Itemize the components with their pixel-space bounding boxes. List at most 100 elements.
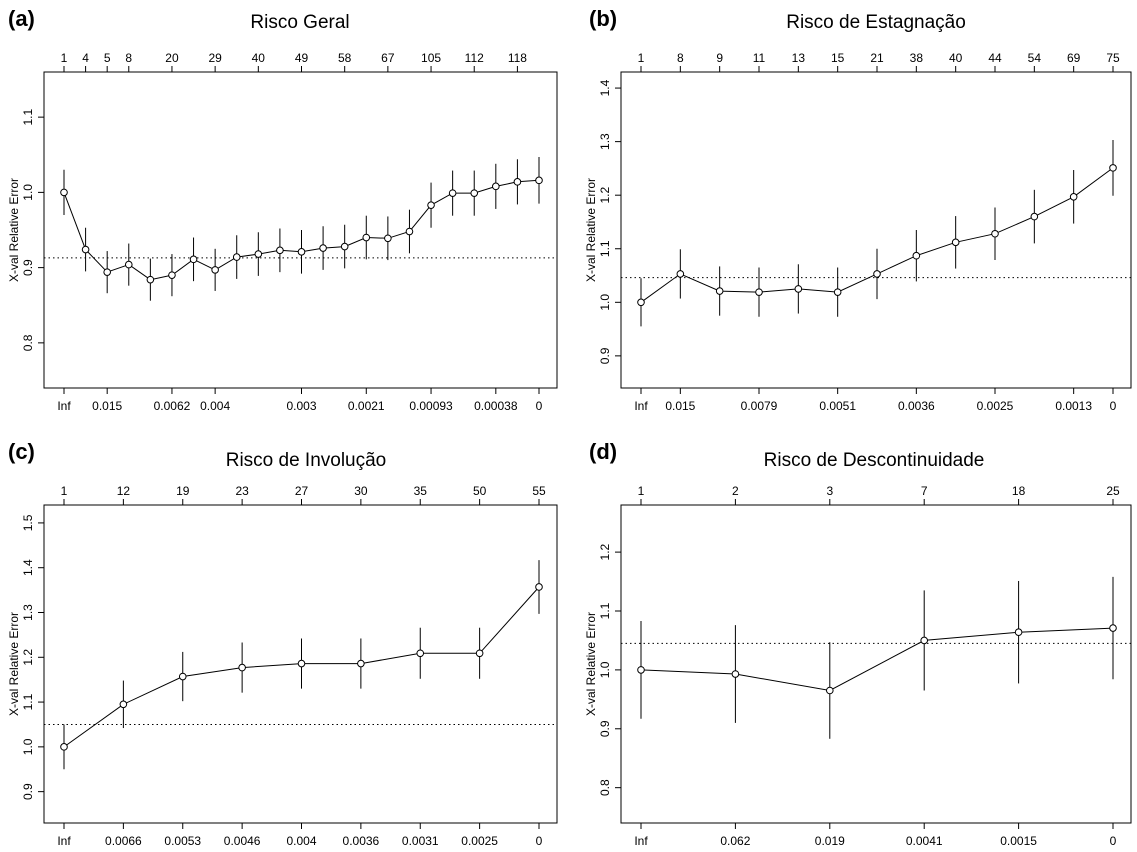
- data-point: [1109, 164, 1117, 172]
- x-bottom-tick-label: 0.0025: [977, 399, 1014, 413]
- chart-title: Risco de Involução: [226, 450, 387, 471]
- x-top-tick-label: 5: [104, 51, 111, 65]
- x-bottom-tick-label: 0.004: [286, 834, 316, 848]
- y-tick-label: 1.0: [598, 661, 612, 678]
- data-point: [535, 583, 543, 591]
- x-top-tick-label: 54: [1028, 51, 1042, 65]
- y-tick-label: 1.2: [598, 543, 612, 560]
- data-point: [1069, 192, 1078, 201]
- x-bottom-tick-label: 0.0041: [906, 834, 943, 848]
- y-tick-label: 0.9: [21, 783, 35, 800]
- data-point: [637, 666, 645, 674]
- x-bottom-tick-label: 0.062: [720, 834, 750, 848]
- x-bottom-tick-label: 0.0036: [343, 834, 380, 848]
- data-point: [297, 659, 306, 668]
- y-tick-label: 1.1: [598, 602, 612, 619]
- x-bottom-tick-label: 0.0053: [164, 834, 201, 848]
- data-point: [951, 238, 960, 247]
- data-point: [1030, 212, 1039, 221]
- data-point: [276, 246, 284, 255]
- x-bottom-tick-label: Inf: [634, 834, 648, 848]
- panel-letter: (a): [8, 6, 35, 31]
- x-top-tick-label: 58: [338, 51, 352, 65]
- y-tick-label: 1.1: [21, 108, 35, 125]
- data-point: [297, 248, 306, 256]
- x-top-tick-label: 49: [295, 51, 309, 65]
- chart-title: Risco de Estagnação: [786, 12, 966, 33]
- y-axis-label: X-val Relative Error: [7, 178, 21, 282]
- data-point: [124, 260, 133, 269]
- x-bottom-tick-label: 0.0062: [154, 399, 191, 413]
- x-bottom-tick-label: 0.0013: [1055, 399, 1092, 413]
- data-point: [178, 672, 187, 681]
- x-top-tick-label: 105: [421, 51, 441, 65]
- data-point: [189, 255, 198, 264]
- plot-frame: [620, 504, 1132, 824]
- x-bottom-tick-label: 0.0031: [402, 834, 439, 848]
- x-top-tick-label: 1: [61, 484, 68, 498]
- panel-letter: (c): [8, 439, 35, 464]
- chart-title: Risco de Descontinuidade: [764, 450, 985, 471]
- x-bottom-tick-label: Inf: [57, 834, 71, 848]
- x-bottom-tick-label: 0.015: [665, 399, 695, 413]
- chart-panel-1: (a) Risco Geral X-val Relative Error 0.8 0.9…: [7, 6, 558, 413]
- x-bottom-tick-label: 0: [536, 399, 543, 413]
- x-top-tick-label: 44: [988, 51, 1002, 65]
- data-point: [405, 227, 414, 236]
- x-top-tick-label: 19: [176, 484, 190, 498]
- data-point: [731, 670, 740, 678]
- x-top-tick-label: 21: [870, 51, 884, 65]
- x-bottom-tick-label: 0.0036: [898, 399, 935, 413]
- x-bottom-tick-label: 0.0021: [348, 399, 385, 413]
- x-top-tick-label: 9: [716, 51, 723, 65]
- data-point: [362, 233, 371, 242]
- x-top-tick-label: 13: [792, 51, 806, 65]
- data-point: [448, 189, 457, 197]
- data-point: [535, 176, 543, 185]
- x-top-tick-label: 67: [381, 51, 395, 65]
- data-point: [492, 182, 500, 191]
- y-tick-label: 1.4: [21, 559, 35, 576]
- y-tick-label: 1.3: [21, 604, 35, 621]
- data-point: [232, 253, 241, 261]
- data-point: [833, 288, 842, 296]
- x-top-tick-label: 35: [414, 484, 428, 498]
- data-point: [146, 275, 155, 284]
- x-bottom-tick-label: 0: [1110, 399, 1117, 413]
- x-top-tick-label: 4: [82, 51, 89, 65]
- y-axis-label: X-val Relative Error: [584, 612, 598, 716]
- panel-letter: (d): [589, 439, 617, 464]
- data-point: [755, 288, 763, 296]
- data-point: [357, 659, 365, 668]
- y-tick-label: 0.8: [21, 334, 35, 351]
- y-axis-label: X-val Relative Error: [584, 178, 598, 282]
- x-top-tick-label: 40: [949, 51, 963, 65]
- data-point: [513, 178, 522, 186]
- x-top-tick-label: 1: [61, 51, 68, 65]
- x-top-tick-label: 55: [532, 484, 546, 498]
- x-bottom-tick-label: Inf: [57, 399, 71, 413]
- data-point: [384, 234, 392, 243]
- y-tick-label: 1.2: [21, 649, 35, 666]
- data-point: [211, 266, 219, 274]
- y-tick-label: 0.8: [598, 779, 612, 796]
- y-tick-label: 1.1: [21, 693, 35, 710]
- data-point: [60, 743, 68, 751]
- y-tick-label: 0.9: [21, 259, 35, 276]
- x-bottom-tick-label: 0.00038: [474, 399, 518, 413]
- x-top-tick-label: 27: [295, 484, 309, 498]
- y-axis-label: X-val Relative Error: [7, 612, 21, 716]
- x-top-tick-label: 1: [638, 484, 645, 498]
- x-bottom-tick-label: 0.0025: [461, 834, 498, 848]
- x-bottom-tick-label: 0.004: [200, 399, 230, 413]
- x-bottom-tick-label: Inf: [634, 399, 648, 413]
- y-tick-label: 1.1: [598, 240, 612, 257]
- data-point: [920, 636, 929, 645]
- data-point: [873, 270, 881, 278]
- data-point: [991, 229, 999, 238]
- x-top-tick-label: 69: [1067, 51, 1081, 65]
- data-point: [319, 244, 327, 252]
- data-point: [60, 188, 68, 197]
- data-point: [427, 201, 435, 209]
- x-top-tick-label: 38: [910, 51, 924, 65]
